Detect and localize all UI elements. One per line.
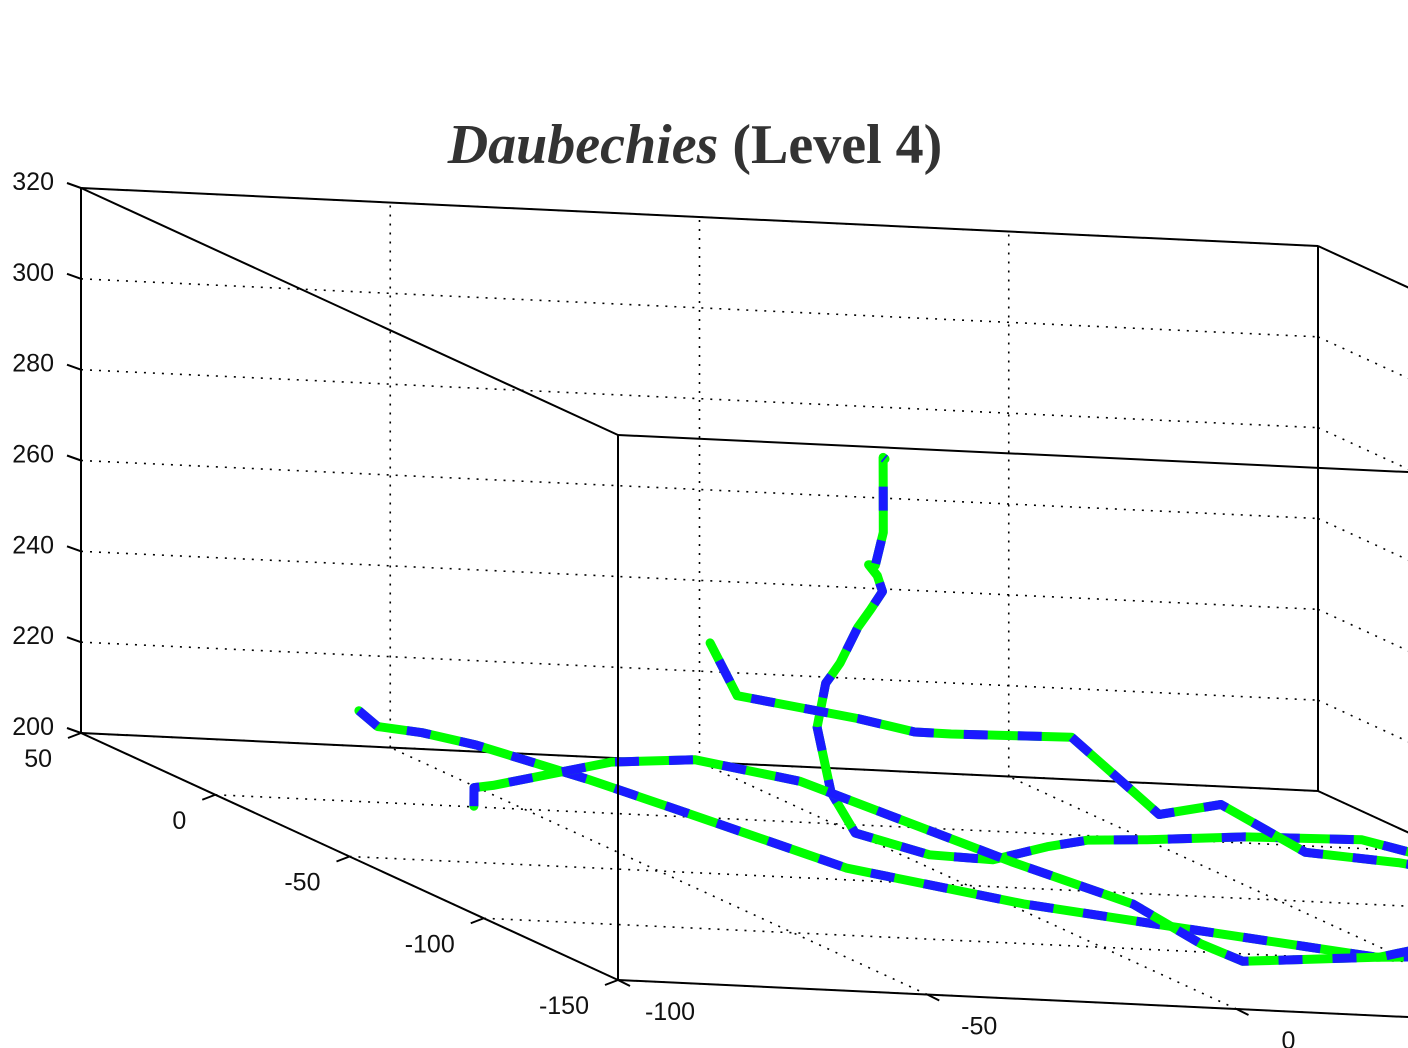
z-tick — [66, 727, 82, 734]
grid-line-side-z — [1317, 517, 1408, 561]
series-2-line — [469, 638, 1408, 966]
grid-lines — [80, 187, 1408, 1018]
grid-line-side-z — [1317, 426, 1408, 470]
z-tick-label: 220 — [12, 622, 54, 650]
chart-title: Daubechies (Level 4) — [447, 114, 943, 176]
grid-line-side-z — [1317, 245, 1408, 289]
axes-box-front — [80, 187, 1408, 1019]
grid-line-floor-x — [1008, 775, 1408, 962]
grid-line-side-z — [1317, 608, 1408, 652]
grid-line-floor-y — [483, 917, 1408, 963]
z-tick-label: 300 — [12, 259, 54, 287]
x-tick — [1236, 1008, 1249, 1016]
z-tick — [66, 182, 82, 189]
grid-line-side-z — [1317, 790, 1408, 834]
box-edge-front — [80, 187, 1319, 247]
x-tick — [926, 993, 940, 1002]
grid-line-floor-y — [349, 855, 1408, 907]
axes-box-back — [80, 246, 1408, 834]
grid-line-floor-x — [699, 761, 1237, 1010]
x-tick-label: -50 — [961, 1013, 997, 1041]
z-tick-label: 280 — [12, 350, 54, 378]
chart-title-italic: Daubechies — [447, 114, 719, 176]
grid-line-side-z — [1317, 336, 1408, 380]
z-tick-label: 260 — [12, 441, 54, 469]
z-tick — [66, 636, 82, 644]
y-tick — [201, 793, 216, 801]
x-tick-label: 0 — [1282, 1027, 1296, 1048]
z-tick-label: 200 — [12, 713, 54, 741]
grid-line-floor-y — [215, 793, 1408, 852]
y-tick-label: -100 — [405, 930, 455, 958]
tick-marks — [66, 182, 1249, 1016]
data-series — [354, 452, 1408, 966]
y-tick-label: 50 — [24, 745, 52, 773]
z-tick — [66, 454, 82, 462]
z-tick — [66, 545, 82, 553]
series-1-dashes — [355, 452, 1408, 962]
y-tick-label: -50 — [284, 869, 320, 897]
y-tick — [470, 917, 485, 925]
grid-line-side-z — [1317, 699, 1408, 743]
tick-labels: -100-50050100-150-100-500502002202402602… — [12, 168, 1296, 1048]
grid-line-floor-x — [1317, 790, 1408, 834]
z-tick-label: 320 — [12, 168, 54, 196]
chart-title-rest: (Level 4) — [718, 114, 942, 176]
y-tick-label: -150 — [539, 992, 589, 1020]
z-tick-label: 240 — [12, 531, 54, 559]
y-tick — [336, 855, 350, 863]
box-edge-front — [80, 187, 619, 436]
y-tick — [67, 732, 82, 739]
x-tick-label: -100 — [645, 998, 695, 1026]
z-tick — [66, 363, 82, 371]
series-2-dashes — [469, 640, 1408, 966]
z-tick — [66, 272, 82, 280]
box-edge-front — [1317, 245, 1408, 289]
x-tick — [617, 979, 631, 987]
box-edge-back — [1317, 790, 1408, 834]
box-edge-front — [617, 434, 1408, 474]
y-tick-label: 0 — [172, 807, 186, 835]
y-tick — [604, 979, 619, 986]
